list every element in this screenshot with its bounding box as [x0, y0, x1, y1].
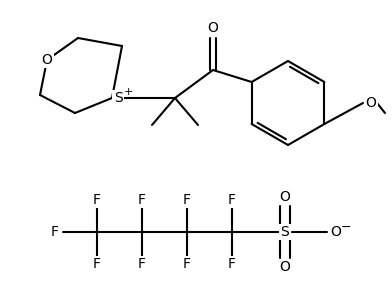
Text: O: O	[207, 21, 218, 35]
Text: S: S	[114, 91, 122, 105]
Text: O: O	[279, 260, 290, 274]
Text: F: F	[93, 193, 101, 207]
Text: F: F	[138, 193, 146, 207]
Text: S: S	[281, 225, 289, 239]
Text: F: F	[51, 225, 59, 239]
Text: O: O	[366, 96, 376, 110]
Text: F: F	[228, 193, 236, 207]
Text: F: F	[183, 257, 191, 271]
Text: O: O	[42, 53, 53, 67]
Text: F: F	[183, 193, 191, 207]
Text: O: O	[279, 190, 290, 204]
Text: +: +	[123, 87, 132, 97]
Text: F: F	[138, 257, 146, 271]
Text: −: −	[341, 221, 351, 233]
Text: F: F	[93, 257, 101, 271]
Text: O: O	[330, 225, 341, 239]
Text: F: F	[228, 257, 236, 271]
